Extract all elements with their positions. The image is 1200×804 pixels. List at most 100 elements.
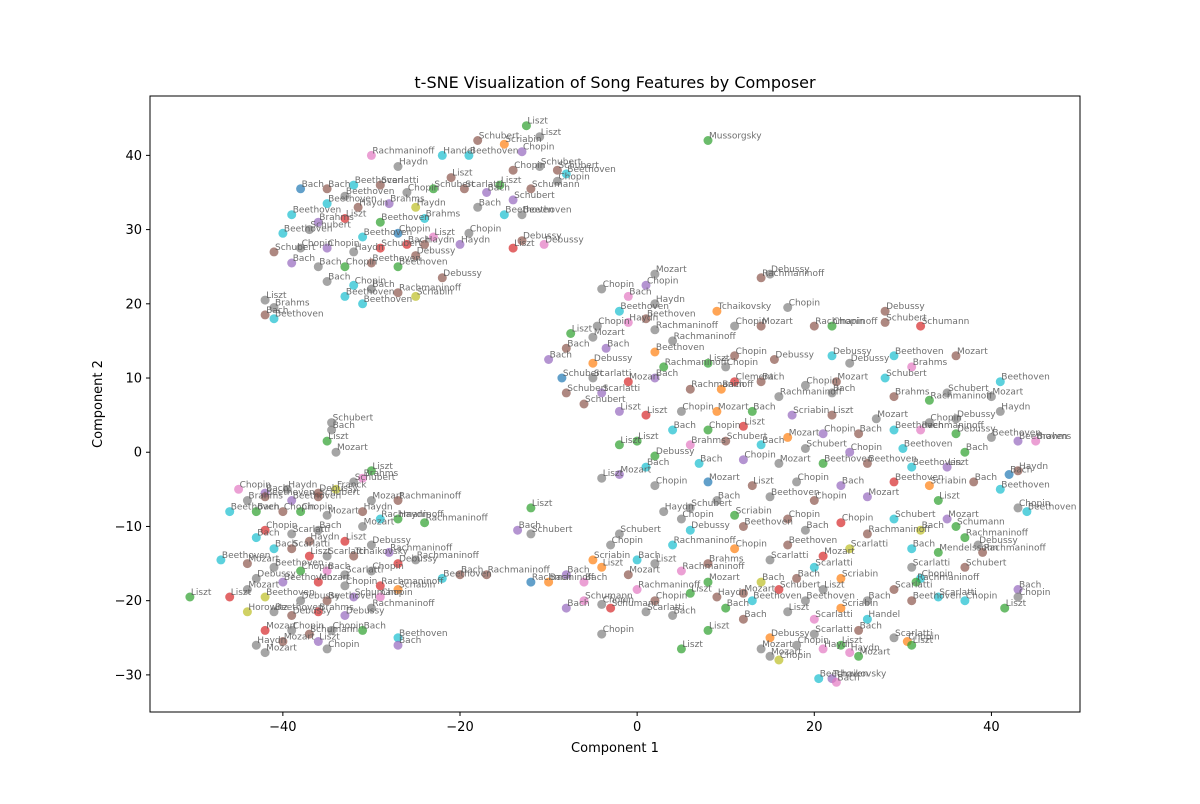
point-label: Beethoven <box>346 187 395 197</box>
point-label: Haydn <box>399 510 428 520</box>
point-label: Bach <box>806 521 828 531</box>
data-point <box>871 414 881 424</box>
data-point <box>552 165 562 175</box>
point-label: Beethoven <box>355 176 404 186</box>
point-label: Bach <box>319 521 341 531</box>
data-point <box>880 306 890 316</box>
data-point <box>1013 466 1023 476</box>
data-point <box>322 436 332 446</box>
y-tick-label: 40 <box>125 149 142 164</box>
point-label: Mussorgsky <box>709 132 762 142</box>
data-point <box>322 596 332 606</box>
point-label: Schubert <box>691 499 732 509</box>
data-point <box>614 529 624 539</box>
data-point <box>375 243 385 253</box>
data-point <box>513 525 523 535</box>
point-label: Chopin <box>842 514 873 524</box>
point-label: Bach <box>519 521 541 531</box>
point-label: Beethoven <box>824 454 873 464</box>
data-point <box>703 425 713 435</box>
data-point <box>331 484 341 494</box>
data-point <box>366 258 376 268</box>
point-label: Chopin <box>240 480 271 490</box>
data-point <box>242 559 252 569</box>
y-tick-label: 20 <box>125 297 142 312</box>
point-label: Scarlatti <box>939 588 976 598</box>
data-point <box>234 484 244 494</box>
point-label: Schubert <box>532 525 573 535</box>
data-point <box>845 358 855 368</box>
data-point <box>854 651 864 661</box>
point-label: Scriabin <box>793 406 829 416</box>
data-point <box>783 607 793 617</box>
point-label: Scarlatti <box>895 581 932 591</box>
point-label: Debussy <box>443 269 482 279</box>
point-label: Chopin <box>355 276 386 286</box>
data-point <box>313 525 323 535</box>
data-point <box>366 284 376 294</box>
data-point <box>632 436 642 446</box>
point-label: Bach <box>333 421 355 431</box>
point-label: Beethoven <box>293 206 342 216</box>
data-point <box>787 410 797 420</box>
point-label: Scarlatti <box>815 610 852 620</box>
point-label: Beethoven <box>523 206 572 216</box>
data-point <box>774 655 784 665</box>
data-point <box>831 677 841 687</box>
point-label: Chopin <box>302 562 333 572</box>
point-label: Bach <box>753 402 775 412</box>
data-point <box>185 592 195 602</box>
data-point <box>960 596 970 606</box>
data-point <box>831 377 841 387</box>
data-point <box>738 522 748 531</box>
data-point <box>623 317 633 327</box>
data-point <box>606 540 616 550</box>
data-point <box>933 592 943 602</box>
point-label: Debussy <box>957 410 996 420</box>
data-point <box>393 496 403 505</box>
data-point <box>942 514 952 524</box>
point-label: Clementi <box>736 373 776 383</box>
point-label: Mozart <box>789 428 820 438</box>
data-point <box>659 362 669 372</box>
point-label: Brahms <box>691 436 726 446</box>
point-label: Debussy <box>302 592 341 602</box>
point-label: Debussy <box>691 521 730 531</box>
point-label: Rachmaninoff <box>780 388 843 398</box>
point-label: Liszt <box>620 436 641 446</box>
data-point <box>313 262 323 272</box>
data-point <box>738 421 748 431</box>
point-label: Bach <box>275 540 297 550</box>
point-label: Beethoven <box>364 295 413 305</box>
point-label: Brahms <box>319 213 354 223</box>
data-point <box>685 440 695 450</box>
data-point <box>437 273 447 283</box>
data-point <box>756 440 766 450</box>
data-point <box>269 544 279 554</box>
data-point <box>269 247 279 257</box>
x-axis: −40 −20 0 20 40 <box>269 712 1000 735</box>
point-label: Beethoven <box>895 347 944 357</box>
point-label: Rachmaninoff <box>381 577 444 587</box>
data-point <box>703 625 713 635</box>
point-label: Beethoven <box>567 165 616 175</box>
point-label: Debussy <box>851 354 890 364</box>
point-label: Scriabin <box>842 569 878 579</box>
point-label: Rachmaninoff <box>417 551 480 561</box>
point-label: Beethoven <box>895 473 944 483</box>
data-point <box>375 592 385 602</box>
point-label: Scarlatti <box>771 551 808 561</box>
data-point <box>960 447 970 457</box>
data-point <box>588 373 598 383</box>
data-point <box>889 633 899 643</box>
data-point <box>676 406 686 416</box>
data-point <box>668 336 678 346</box>
point-label: Bach <box>975 473 997 483</box>
point-label: Mozart <box>337 443 368 453</box>
point-label: Scarlatti <box>293 525 330 535</box>
point-label: Chopin <box>266 521 297 531</box>
data-point <box>393 640 403 650</box>
point-label: Chopin <box>408 184 439 194</box>
data-point <box>437 573 447 583</box>
data-point <box>862 492 872 502</box>
